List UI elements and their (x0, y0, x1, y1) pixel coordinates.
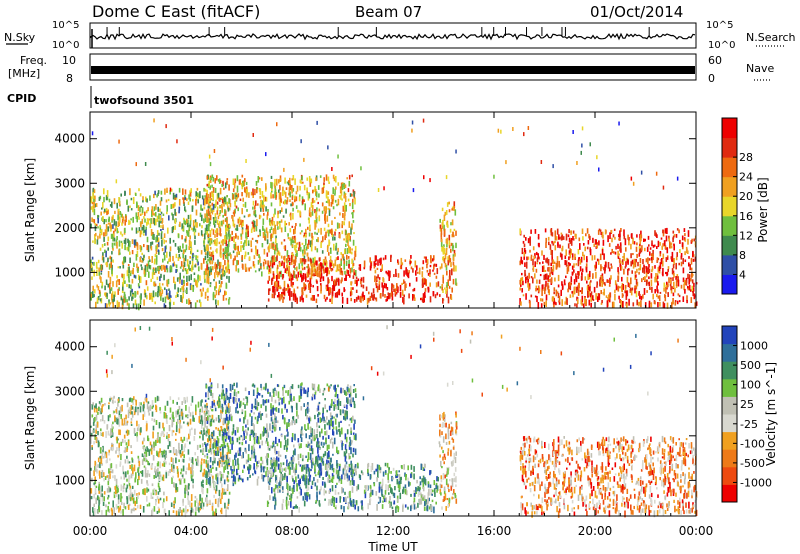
colorbar-tick-label: -500 (740, 457, 765, 470)
nave-tick-hi: 60 (708, 54, 722, 67)
colorbar-tick-label: 28 (739, 151, 753, 164)
y-tick-label: 3000 (54, 176, 85, 190)
power-axes: 1000 2000 3000 4000 (54, 112, 697, 308)
power-ylabel: Slant Range [km] (23, 158, 37, 262)
colorbar-segment (722, 137, 737, 158)
y-tick-label: 3000 (54, 384, 85, 398)
colorbar-segment (722, 326, 737, 345)
cpid-value: twofsound 3501 (94, 94, 194, 107)
colorbar-tick-label: -1000 (740, 476, 772, 489)
colorbar-tick-label: 12 (739, 229, 753, 242)
x-tick-label: 08:00 (275, 524, 310, 538)
colorbar-segment (722, 361, 737, 380)
colorbar-tick-label: 25 (740, 398, 754, 411)
colorbar-tick-label: 100 (740, 379, 761, 392)
y-tick-label: 2000 (54, 429, 85, 443)
nsky-panel (89, 22, 697, 49)
colorbar-segment (722, 254, 737, 275)
velocity-axes: 00:00 04:00 08:00 12:00 16:00 20:00 00:00 1000 2… (54, 320, 713, 538)
freq-tick-hi: 10 (62, 54, 76, 67)
colorbar-segment (722, 176, 737, 197)
y-tick-label: 1000 (54, 473, 85, 487)
freq-label: Freq. (20, 54, 47, 67)
power-heatmap (90, 118, 698, 311)
colorbar-segment (722, 196, 737, 217)
freq-unit: [MHz] (8, 67, 40, 80)
y-tick-label: 4000 (54, 340, 85, 354)
y-tick-label: 2000 (54, 221, 85, 235)
colorbar-tick-label: 500 (740, 359, 761, 372)
y-tick-label: 4000 (54, 132, 85, 146)
velocity-panel-frame (89, 319, 697, 517)
station-title: Dome C East (fitACF) (92, 2, 260, 21)
y-tick-label: 1000 (54, 265, 85, 279)
x-tick-label: 16:00 (477, 524, 512, 538)
nsky-label: N.Sky (4, 31, 36, 44)
colorbar-segment (722, 449, 737, 468)
colorbar-tick-label: 1000 (740, 340, 768, 353)
nave-tick-lo: 0 (708, 72, 715, 85)
beam-title: Beam 07 (355, 3, 422, 21)
colorbar-segment (722, 343, 737, 362)
colorbar-segment (722, 396, 737, 415)
nsearch-label: N.Search (746, 31, 796, 44)
power-colorbar: 4 8 12 16 20 24 28 (721, 117, 753, 295)
colorbar-tick-label: 16 (739, 210, 753, 223)
nsearch-lo-tick: 10^0 (708, 40, 735, 51)
colorbar-segment (722, 274, 737, 295)
x-tick-label: 04:00 (174, 524, 209, 538)
cpid-label: CPID (7, 92, 36, 105)
colorbar-segment (722, 235, 737, 256)
freq-tick-lo: 8 (66, 72, 73, 85)
nave-label: Nave (746, 62, 774, 75)
velocity-colorbar-label: Velocity [m s^-1] (764, 362, 778, 466)
colorbar-tick-label: 24 (739, 171, 753, 184)
colorbar-tick-label: 8 (739, 249, 746, 262)
nsky-trace (90, 27, 696, 48)
x-tick-label: 20:00 (578, 524, 613, 538)
power-colorbar-label: Power [dB] (756, 177, 770, 242)
colorbar-tick-label: -100 (740, 437, 765, 450)
nsky-hi-tick: 10^5 (52, 20, 79, 31)
x-axis-title: Time UT (367, 540, 418, 554)
colorbar-tick-label: 4 (739, 268, 746, 281)
colorbar-tick-label: -25 (740, 418, 758, 431)
x-tick-label: 00:00 (73, 524, 108, 538)
date-title: 01/Oct/2014 (590, 3, 683, 21)
nsky-lo-tick: 10^0 (52, 40, 79, 51)
freq-panel (89, 53, 697, 81)
freq-trace (91, 66, 695, 74)
colorbar-segment (722, 484, 737, 503)
velocity-ylabel: Slant Range [km] (23, 366, 37, 470)
x-tick-label: 00:00 (679, 524, 714, 538)
velocity-heatmap (90, 325, 698, 518)
colorbar-segment (722, 157, 737, 178)
colorbar-segment (722, 466, 737, 485)
colorbar-segment (722, 378, 737, 397)
colorbar-tick-label: 20 (739, 190, 753, 203)
colorbar-segment (722, 215, 737, 236)
velocity-colorbar: 1000 500 100 25 -25 -100 -500 -1000 (721, 325, 772, 503)
colorbar-segment (722, 118, 737, 139)
x-tick-label: 12:00 (376, 524, 411, 538)
colorbar-segment (722, 414, 737, 433)
nsearch-hi-tick: 10^5 (706, 20, 733, 31)
colorbar-segment (722, 431, 737, 450)
